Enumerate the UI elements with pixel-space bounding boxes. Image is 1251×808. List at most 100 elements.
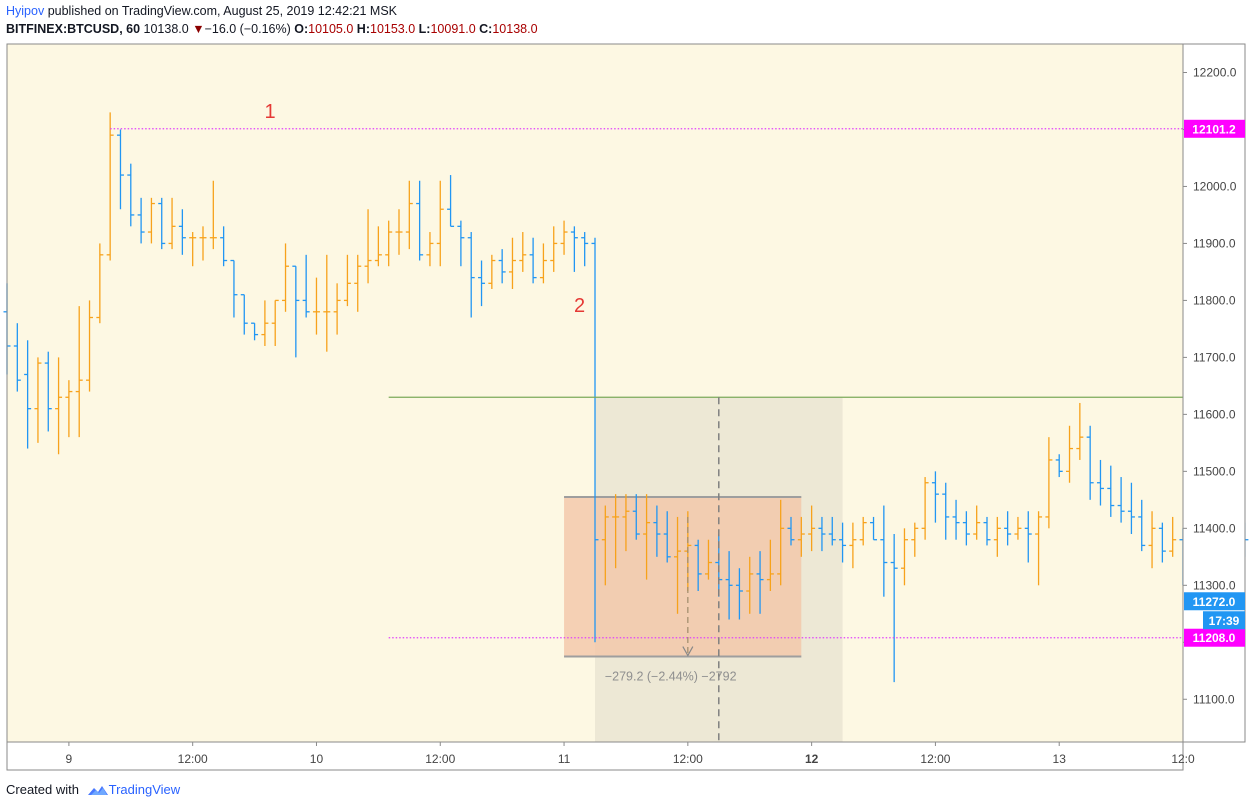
open-label: O: — [294, 22, 309, 36]
countdown-label: 17:39 — [1209, 614, 1240, 628]
ohlc-bar — [354, 254, 362, 312]
price-tick-label: 11500.0 — [1193, 464, 1236, 478]
ohlc-bar — [746, 556, 754, 614]
ohlc-bar — [797, 516, 805, 557]
ohlc-bar — [1138, 499, 1146, 552]
ohlc-bar — [766, 539, 774, 592]
ohlc-bar — [880, 505, 888, 597]
author-link[interactable]: Hyipov — [6, 4, 45, 18]
ohlc-bar — [55, 357, 63, 455]
ohlc-bar — [1148, 511, 1156, 569]
publish-info: Hyipov published on TradingView.com, Aug… — [6, 4, 397, 18]
tradingview-link[interactable]: TradingView — [108, 782, 181, 797]
ohlc-bar — [601, 505, 609, 586]
ohlc-bar — [96, 243, 104, 324]
ohlc-bar — [168, 197, 176, 250]
ohlc-bar — [818, 516, 826, 552]
ohlc-bar — [13, 323, 21, 392]
ohlc-bar — [653, 505, 661, 557]
time-axis[interactable] — [6, 741, 1184, 771]
time-tick-label: 12:00 — [673, 752, 703, 766]
ohlc-bar — [643, 494, 651, 580]
ohlc-bar — [550, 226, 558, 272]
symbol-legend: BITFINEX:BTCUSD, 60 10138.0 ▼−16.0 (−0.1… — [6, 22, 538, 36]
ohlc-bar — [962, 511, 970, 546]
horizontal-lines — [110, 128, 1183, 639]
symbol-name[interactable]: BITFINEX:BTCUSD, 60 — [6, 22, 141, 36]
change-arrow-icon: ▼ — [192, 22, 205, 36]
high-label: H: — [356, 22, 370, 36]
ohlc-bar — [426, 232, 434, 267]
ohlc-bar — [395, 209, 403, 255]
time-tick-label: 12:00 — [425, 752, 455, 766]
ohlc-bar — [849, 522, 857, 569]
ohlc-bar — [220, 226, 228, 267]
ohlc-bar — [333, 283, 341, 335]
ohlc-bar — [787, 516, 795, 546]
time-tick-label: 12 — [805, 752, 819, 766]
countdown-tag — [1203, 611, 1245, 630]
ohlc-bar — [694, 539, 702, 592]
ohlc-bar — [488, 254, 496, 290]
annotations-layer: −279.2 (−2.44%) −2792 1 2 — [264, 101, 737, 742]
time-tick-label: 10 — [310, 752, 324, 766]
ohlc-bar — [127, 163, 135, 227]
ohlc-bar — [725, 551, 733, 620]
ohlc-bar — [75, 306, 83, 438]
time-tick-label: 12:00 — [178, 752, 208, 766]
ohlc-bar — [1055, 454, 1063, 478]
ohlc-bar — [993, 516, 1001, 557]
ohlc-bar — [931, 471, 939, 523]
current-price-tag — [1184, 592, 1245, 611]
ohlc-bar — [1096, 459, 1104, 506]
ohlc-bar — [178, 209, 186, 255]
ohlc-bar — [1127, 482, 1135, 535]
ohlc-bar — [189, 232, 197, 267]
ohlc-bar — [209, 180, 217, 250]
ohlc-bar — [282, 243, 290, 312]
ohlc-bar — [581, 232, 589, 267]
annotation-label: 1 — [264, 101, 275, 123]
published-text: published on TradingView.com, August 25,… — [47, 4, 398, 18]
ohlc-bar — [539, 243, 547, 284]
ohlc-bar — [312, 277, 320, 335]
price-tick-label: 12200.0 — [1193, 65, 1237, 79]
annotation-label: 2 — [574, 295, 585, 317]
ohlc-bar — [839, 522, 847, 563]
time-axis-labels: 9 12:00 10 12:00 11 12:00 12 12:00 13 12:0 — [66, 742, 1195, 766]
low-value: 10091.0 — [430, 22, 476, 36]
open-value: 10105.0 — [308, 22, 354, 36]
ohlc-bar — [808, 505, 816, 552]
measure-label: −279.2 (−2.44%) −2792 — [605, 670, 737, 684]
ohlc-bar — [261, 300, 269, 346]
ohlc-bar — [447, 175, 455, 227]
ohlc-bar — [147, 197, 155, 244]
ohlc-bar — [323, 254, 331, 352]
ohlc-bar — [1158, 522, 1166, 563]
ohlc-bar — [116, 129, 124, 210]
ohlc-bar — [921, 477, 929, 540]
ohlc-bar — [1066, 425, 1074, 483]
ohlc-bar — [777, 499, 785, 586]
ohlc-bar — [560, 220, 568, 255]
ohlc-bar — [24, 340, 32, 449]
ohlc-bar — [632, 494, 640, 540]
ohlc-bar — [137, 197, 145, 244]
ohlc-bar — [983, 516, 991, 546]
ohlc-bar — [343, 254, 351, 307]
footer: Created with TradingView — [6, 782, 180, 797]
last-price: 10138.0 — [143, 22, 189, 36]
ohlc-bar — [1169, 516, 1177, 557]
ohlc-bar — [405, 180, 413, 250]
ohlc-bar — [1107, 465, 1115, 517]
ohlc-bar — [900, 528, 908, 586]
ohlc-bar — [1086, 425, 1094, 500]
ohlc-bar — [570, 226, 578, 272]
measure-arrow-icon — [682, 646, 694, 657]
ohlc-bar — [158, 197, 166, 250]
close-value: 10138.0 — [492, 22, 538, 36]
ohlc-bar — [478, 260, 486, 307]
ohlc-bar — [942, 482, 950, 540]
low-label: L: — [418, 22, 431, 36]
